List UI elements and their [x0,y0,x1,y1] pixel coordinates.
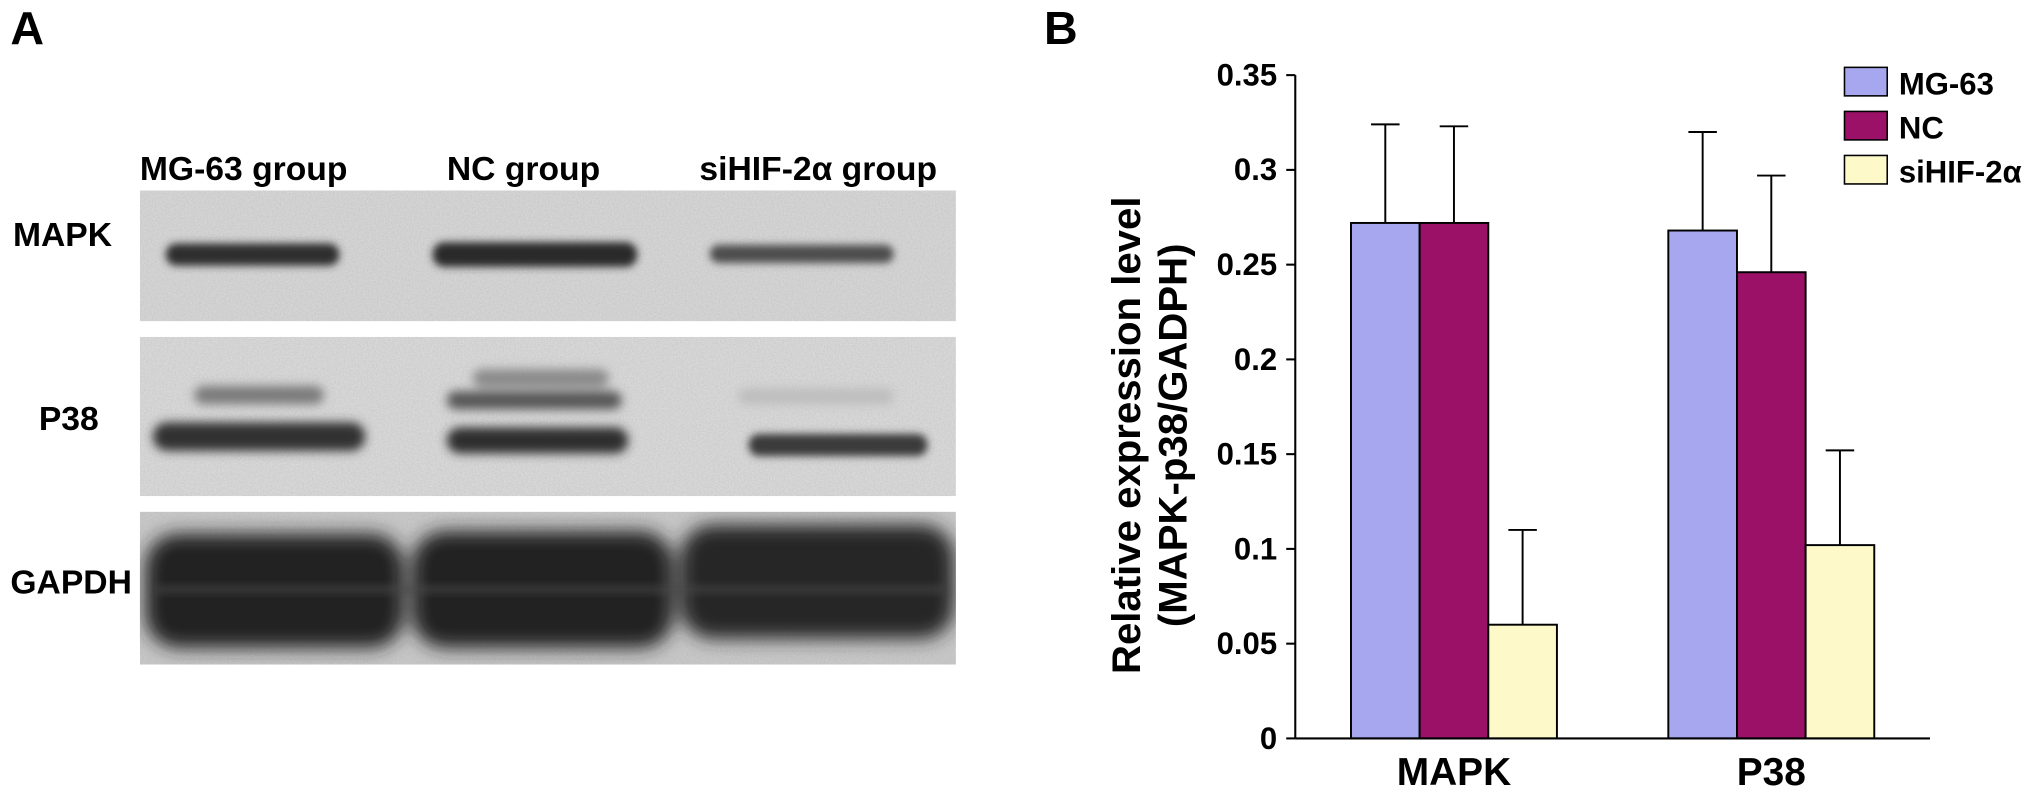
y-tick-label: 0.2 [1234,342,1277,377]
x-tick-label-mapk: MAPK [1397,751,1511,794]
x-tick-label-p38: P38 [1737,751,1806,794]
blot-band [748,433,928,456]
y-tick-label: 0.05 [1217,626,1277,661]
legend-label-mg-63: MG-63 [1899,67,1994,102]
blot-band [709,244,894,263]
blot-panel-p38 [139,336,956,497]
legend-label-sihif-2: siHIF-2α [1899,155,2022,190]
legend-label-nc: NC [1899,111,1944,146]
legend-swatch-sihif-2 [1843,154,1889,185]
y-tick-label: 0.15 [1217,437,1277,472]
blot-panel-gapdh [139,511,956,665]
x-tick-labels: MAPK P38 [1397,751,1806,794]
blot-band [432,242,638,267]
blot-band [738,388,894,405]
row-label-gapdh: GAPDH [10,564,132,601]
blot-band [165,243,340,266]
panel-a-letter: A [10,2,44,54]
y-tick-label: 0.3 [1234,152,1277,187]
y-tick-label: 0.1 [1234,531,1277,566]
bar-p38-sihif-2 [1804,544,1876,740]
blot-band [680,524,955,639]
bars [1350,123,1876,740]
bar-mapk-mg-63 [1350,221,1421,740]
blot-band [446,391,622,410]
row-label-mapk: MAPK [13,217,112,254]
bar-p38-mg-63 [1667,229,1738,740]
y-tick-label: 0 [1260,721,1277,756]
lane-label-sihif: siHIF-2α group [699,151,937,188]
blot-texture [139,336,956,497]
legend-swatch-nc [1843,110,1889,141]
y-ticks: 0 0.05 0.1 0.15 0.2 0.25 0.3 0.35 [1217,57,1296,756]
panel-b-letter: B [1044,2,1078,54]
y-axis-label-line1: Relative expression level [1104,197,1149,675]
legend: MG-63 NC siHIF-2α [1843,66,2022,190]
y-tick-label: 0.35 [1217,57,1277,92]
lane-label-mg63: MG-63 group [140,151,348,188]
blot-band [152,422,366,451]
blot-band [472,369,609,388]
blot-panel-mapk [139,190,956,322]
blot-band [446,427,629,454]
blot-band [194,386,324,405]
blot-band-gap [155,585,946,594]
lane-label-nc: NC group [447,151,600,188]
legend-swatch-mg-63 [1843,66,1889,97]
bar-chart: Relative expression level (MAPK-p38/GADP… [1104,57,2022,794]
y-axis-label-line2: (MAPK-p38/GADPH) [1150,243,1195,627]
bar-mapk-nc [1418,221,1490,740]
y-axis-title: Relative expression level (MAPK-p38/GADP… [1104,197,1196,675]
bar-mapk-sihif-2 [1487,623,1558,740]
bar-p38-nc [1735,271,1807,740]
y-tick-label: 0.25 [1217,247,1277,282]
row-label-p38: P38 [39,401,99,438]
